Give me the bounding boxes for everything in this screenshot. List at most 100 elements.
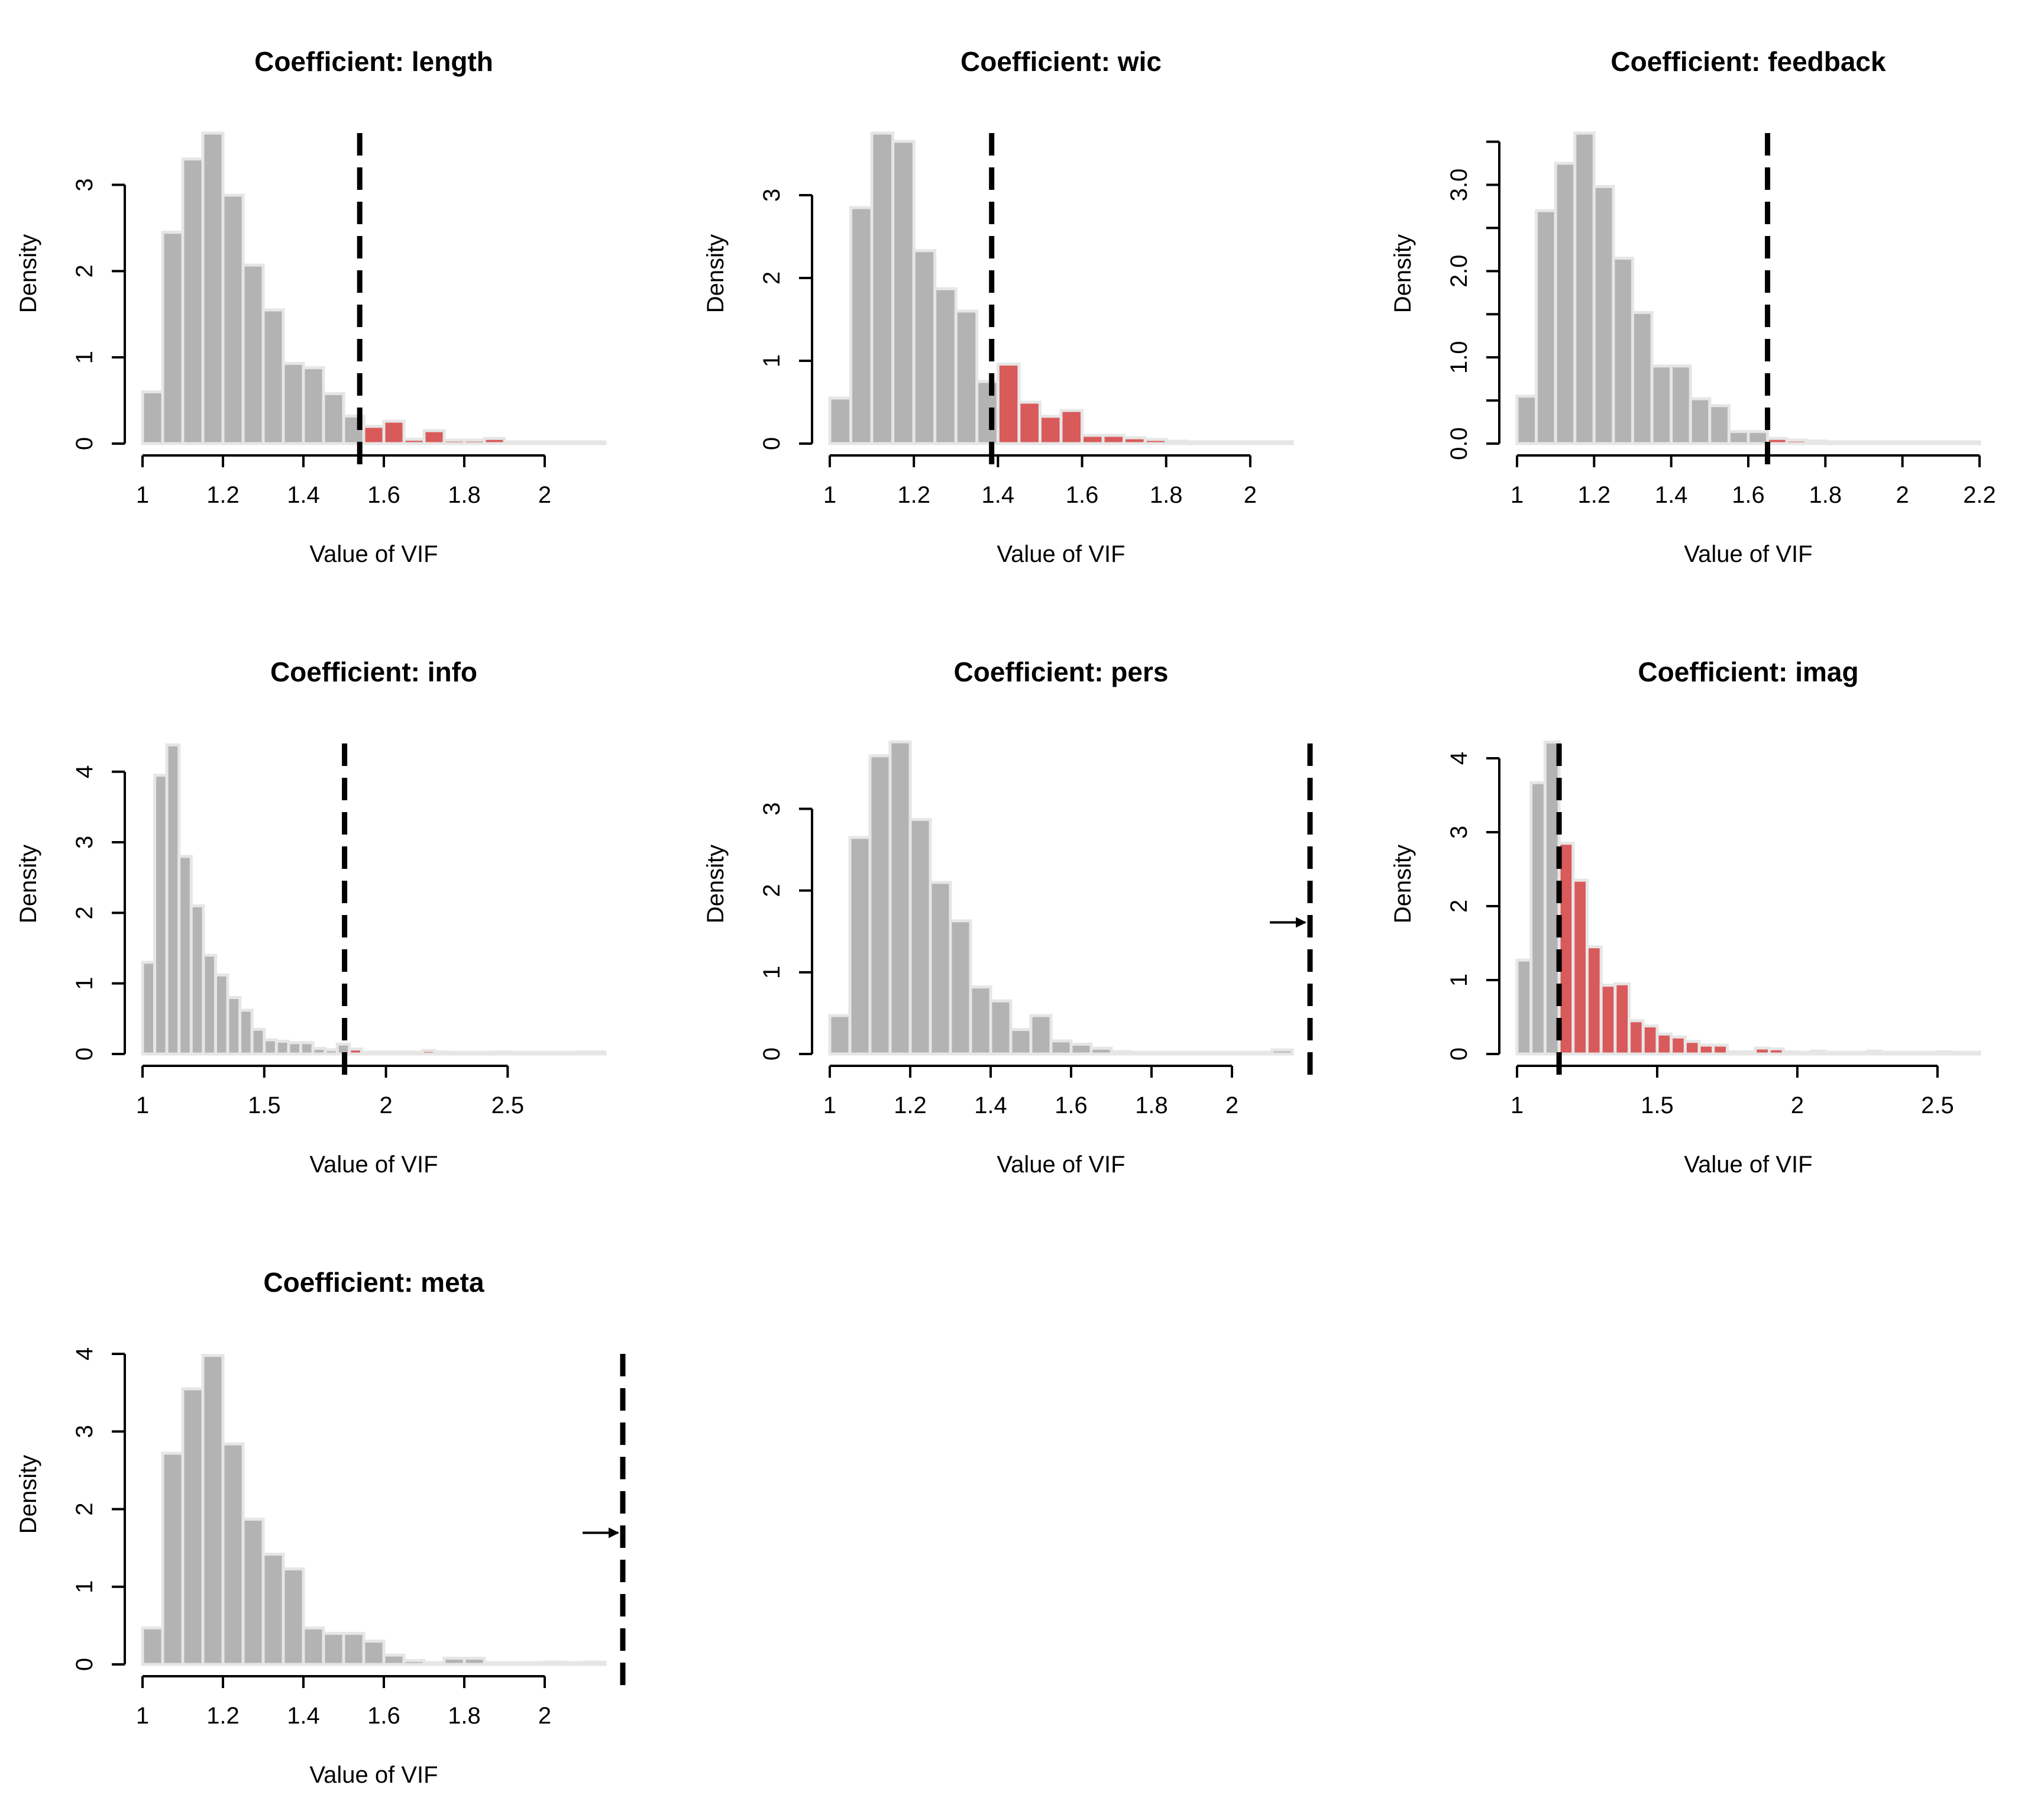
y-tick-label: 1 bbox=[72, 977, 98, 990]
histogram-bar bbox=[868, 754, 892, 1056]
x-tick-label: 1.4 bbox=[974, 1092, 1007, 1118]
x-tick-label: 2.5 bbox=[491, 1092, 525, 1118]
histogram-bar bbox=[181, 1387, 205, 1666]
x-tick-label: 1 bbox=[1511, 1092, 1524, 1118]
histogram-bar bbox=[226, 996, 242, 1056]
x-tick-label: 1.4 bbox=[1655, 482, 1688, 508]
panel-title: Coefficient: imag bbox=[1638, 657, 1858, 687]
x-tick-label: 1 bbox=[823, 482, 836, 508]
y-tick-label: 1 bbox=[759, 966, 785, 979]
histogram-bar bbox=[287, 1041, 303, 1056]
histogram-bar bbox=[1964, 1050, 1981, 1056]
histogram-bar bbox=[263, 1038, 278, 1056]
y-tick-label: 2 bbox=[1446, 900, 1472, 913]
histogram-bar bbox=[1838, 1050, 1855, 1056]
histogram-bar bbox=[1939, 440, 1962, 445]
histogram-bar bbox=[409, 1050, 424, 1056]
histogram-bar bbox=[929, 881, 952, 1056]
histogram-bar bbox=[1130, 1050, 1153, 1056]
histogram-bar bbox=[202, 953, 217, 1056]
histogram-bar bbox=[457, 1050, 473, 1056]
histogram-bar bbox=[949, 919, 972, 1056]
histogram-bar bbox=[1227, 440, 1252, 445]
x-tick-label: 2 bbox=[1896, 482, 1909, 508]
histogram-bar bbox=[518, 1050, 534, 1056]
histogram-bar bbox=[908, 817, 932, 1056]
histogram-bar bbox=[563, 1661, 587, 1666]
histogram-bar bbox=[201, 131, 225, 445]
x-tick-label: 2.2 bbox=[1963, 482, 1996, 508]
histogram-bar bbox=[1922, 1050, 1939, 1056]
histogram-bar bbox=[591, 1050, 607, 1056]
histogram-bar bbox=[1862, 440, 1885, 445]
y-tick-label: 4 bbox=[1446, 752, 1472, 765]
histogram-bar bbox=[1612, 256, 1635, 445]
histogram-bar bbox=[1210, 1050, 1234, 1056]
histogram-panel-7: Coefficient: meta 1 1.2 1.4 1.6 1.8 2 Value of … bbox=[15, 1267, 626, 1788]
x-tick-label: 1 bbox=[1511, 482, 1524, 508]
histogram-bar bbox=[888, 740, 912, 1056]
histogram-bar bbox=[1697, 1043, 1715, 1056]
histogram-bar bbox=[241, 263, 265, 445]
histogram-panel-6: Coefficient: imag 1 1.5 2 2.5 Value of VIF 0 1 2… bbox=[1390, 657, 1981, 1178]
x-axis-label: Value of VIF bbox=[309, 1762, 438, 1788]
x-tick-label: 2 bbox=[379, 1092, 392, 1118]
histogram-bar bbox=[299, 1041, 315, 1056]
x-axis-label: Value of VIF bbox=[1684, 541, 1812, 567]
histogram-bar bbox=[543, 440, 567, 445]
histogram-bar bbox=[1009, 1028, 1033, 1056]
histogram-bar bbox=[402, 438, 426, 445]
histogram-bar bbox=[989, 999, 1013, 1056]
histogram-bar bbox=[470, 1050, 485, 1056]
histogram-bar bbox=[1712, 1043, 1729, 1056]
x-tick-label: 1 bbox=[823, 1092, 836, 1118]
histogram-bar bbox=[342, 1632, 366, 1666]
y-tick-label: 0 bbox=[1446, 1047, 1472, 1061]
histogram-bar bbox=[1571, 878, 1589, 1056]
histogram-bar bbox=[161, 231, 185, 445]
histogram-bar bbox=[463, 438, 486, 445]
histogram-bar bbox=[1207, 440, 1231, 445]
histogram-bar bbox=[282, 1567, 305, 1666]
y-tick-label: 1 bbox=[759, 354, 785, 367]
histogram-bar bbox=[311, 1046, 327, 1056]
y-axis-label: Density bbox=[15, 845, 41, 923]
x-tick-label: 1.2 bbox=[206, 482, 240, 508]
histogram-bar bbox=[1081, 434, 1105, 445]
histogram-bar bbox=[1804, 439, 1827, 445]
x-tick-label: 1.6 bbox=[367, 1703, 400, 1729]
histogram-bar bbox=[849, 206, 874, 445]
x-tick-label: 1.6 bbox=[367, 482, 400, 508]
histogram-bar bbox=[421, 1049, 436, 1056]
y-tick-label: 3.0 bbox=[1446, 169, 1472, 202]
y-tick-label: 3 bbox=[72, 1425, 98, 1438]
histogram-bar bbox=[463, 1657, 486, 1666]
histogram-bar bbox=[422, 1661, 446, 1666]
histogram-bar bbox=[1768, 1047, 1785, 1056]
x-tick-label: 1.2 bbox=[1578, 482, 1611, 508]
histogram-bar bbox=[189, 904, 205, 1056]
x-tick-label: 1.2 bbox=[897, 482, 930, 508]
panel-title: Coefficient: meta bbox=[263, 1267, 484, 1298]
histogram-bar bbox=[1573, 131, 1596, 445]
histogram-bar bbox=[828, 396, 853, 445]
histogram-bar bbox=[848, 836, 872, 1056]
y-tick-label: 1 bbox=[72, 351, 98, 364]
histogram-bar bbox=[384, 1050, 400, 1056]
y-axis-label: Density bbox=[15, 234, 41, 313]
histogram-bar bbox=[322, 1632, 345, 1666]
y-tick-label: 2 bbox=[72, 1502, 98, 1515]
histogram-bar bbox=[1110, 1050, 1133, 1056]
y-tick-label: 0.0 bbox=[1446, 427, 1472, 460]
y-tick-label: 3 bbox=[759, 189, 785, 202]
panel-title: Coefficient: length bbox=[254, 46, 493, 77]
y-axis-label: Density bbox=[1390, 234, 1416, 313]
histogram-bar bbox=[1170, 1050, 1194, 1056]
x-tick-label: 2 bbox=[1225, 1092, 1238, 1118]
histogram-bar bbox=[1689, 397, 1712, 445]
histogram-bar bbox=[322, 392, 345, 445]
histogram-bar bbox=[542, 1050, 558, 1056]
histogram-bar bbox=[1250, 1050, 1274, 1056]
histogram-bar bbox=[1727, 430, 1750, 445]
